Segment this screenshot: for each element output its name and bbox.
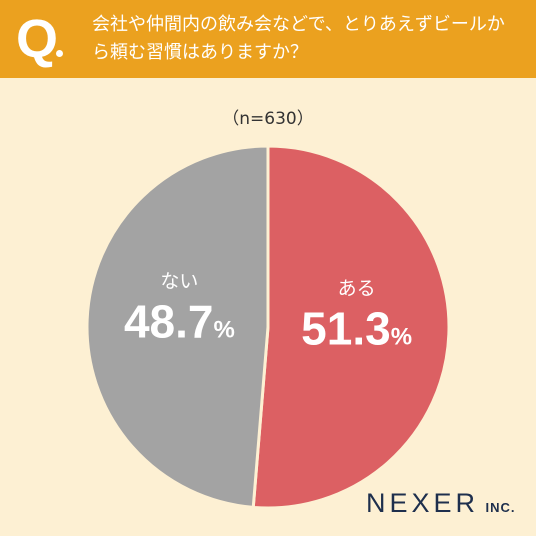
slice-value-label: 51.3% — [301, 303, 412, 355]
slice-value-label: 48.7% — [124, 295, 235, 347]
question-text: 会社や仲間内の飲み会などで、とりあえずビールから頼む習慣はありますか？ — [92, 14, 505, 63]
pie-labels: ある 51.3% ない 48.7% — [124, 270, 412, 354]
slice-yes — [251, 144, 451, 510]
logo-main: NEXER — [366, 488, 480, 518]
slice-label: ない — [160, 270, 198, 292]
logo-sub: INC. — [485, 500, 516, 515]
slice-no — [85, 144, 270, 510]
slice-label: ある — [338, 278, 376, 300]
nexer-logo: NEXER INC. — [366, 488, 515, 519]
q-dot — [56, 50, 63, 57]
pie-slices — [85, 144, 451, 510]
q-mark: Q — [16, 9, 59, 69]
question-header: Q 会社や仲間内の飲み会などで、とりあえずビールから頼む習慣はありますか？ — [0, 0, 536, 78]
sample-size: （n=630） — [222, 109, 314, 129]
